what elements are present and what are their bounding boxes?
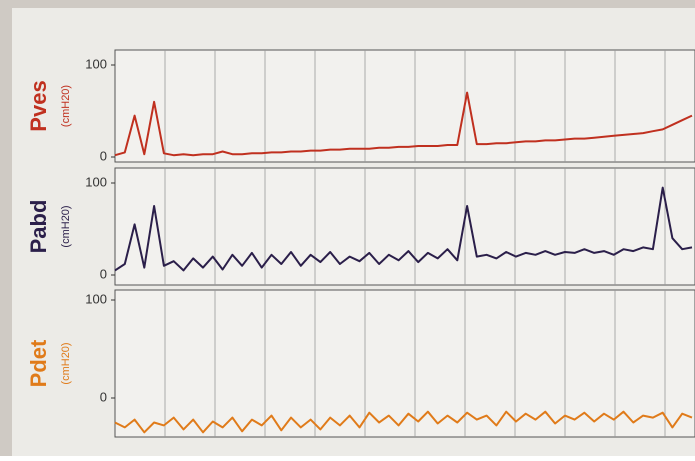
y-tick-label: 0 — [100, 389, 107, 404]
y-axis-label: (cmH20) — [60, 342, 72, 384]
panel-title: Pabd — [26, 200, 51, 254]
chart: 0 100 Pves (cmH20) 0 100 Pabd (cmH20) 0 100 Pdet (c… — [0, 0, 695, 456]
y-tick-label: 0 — [100, 266, 107, 281]
y-tick-label: 100 — [85, 291, 107, 306]
y-tick-label: 100 — [85, 56, 107, 71]
y-tick-label: 0 — [100, 148, 107, 163]
y-axis-label: (cmH20) — [60, 85, 72, 127]
panel-title: Pves — [26, 80, 51, 131]
panel-title: Pdet — [26, 339, 51, 387]
y-axis-label: (cmH20) — [60, 205, 72, 247]
panel-frame — [115, 50, 695, 162]
y-tick-label: 100 — [85, 174, 107, 189]
